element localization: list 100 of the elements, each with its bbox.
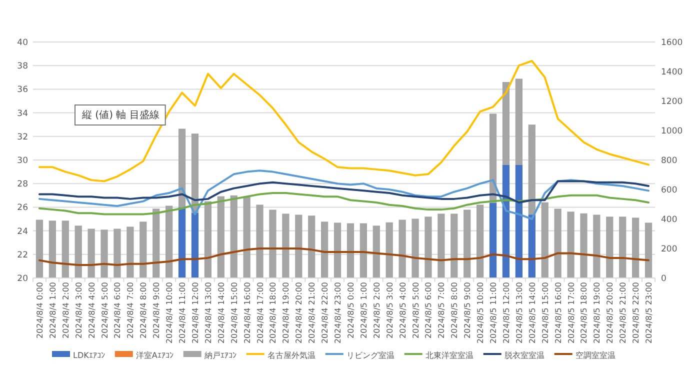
bar — [126, 226, 134, 278]
bar — [438, 214, 445, 278]
bar — [178, 128, 186, 208]
x-tick-label: 2024/8/4 6:00 — [113, 282, 122, 338]
legend-label: LDKｴｱｺﾝ — [73, 351, 105, 360]
x-tick-label: 2024/8/4 15:00 — [230, 282, 239, 344]
x-tick-label: 2024/8/5 16:00 — [554, 282, 563, 344]
bar — [74, 226, 82, 278]
x-tick-label: 2024/8/5 22:00 — [632, 282, 641, 344]
bar — [372, 226, 380, 278]
bar — [152, 208, 160, 278]
x-tick-label: 2024/8/4 8:00 — [139, 282, 148, 338]
bar — [528, 214, 536, 278]
x-tick-label: 2024/8/5 17:00 — [566, 282, 576, 344]
bar — [230, 195, 238, 278]
x-tick-label: 2024/8/5 15:00 — [540, 282, 550, 344]
x-tick-label: 2024/8/4 3:00 — [74, 282, 84, 338]
y-tick-label: 22 — [17, 250, 28, 260]
bar — [502, 164, 510, 278]
x-tick-label: 2024/8/5 10:00 — [476, 282, 486, 344]
x-tick-label: 2024/8/4 11:00 — [178, 282, 188, 344]
x-tick-label: 2024/8/5 20:00 — [606, 282, 615, 344]
bar — [464, 210, 471, 278]
x-tick-label: 2024/8/4 19:00 — [282, 282, 291, 344]
x-tick-label: 2024/8/5 23:00 — [644, 282, 654, 344]
bar — [632, 218, 640, 278]
y-tick-label: 36 — [17, 85, 28, 96]
legend-label: 空調室室温 — [575, 351, 616, 360]
legend-label: 納戸ｴｱｺﾝ — [204, 351, 236, 360]
x-tick-label: 2024/8/4 12:00 — [190, 282, 200, 344]
bar — [515, 78, 522, 165]
y-tick-label: 38 — [17, 62, 28, 72]
bar — [360, 223, 367, 278]
bar — [502, 82, 510, 165]
x-tick-label: 2024/8/4 7:00 — [126, 282, 136, 338]
bar — [593, 214, 600, 278]
bar — [515, 164, 522, 278]
x-tick-label: 2024/8/4 10:00 — [165, 282, 174, 344]
x-tick-label: 2024/8/4 0:00 — [35, 282, 44, 338]
x-tick-label: 2024/8/4 23:00 — [334, 282, 343, 344]
line-series — [38, 60, 650, 182]
x-tick-label: 2024/8/4 2:00 — [61, 282, 70, 338]
bar — [567, 212, 574, 278]
x-tick-label: 2024/8/5 13:00 — [514, 282, 524, 344]
x-tick-label: 2024/8/5 1:00 — [359, 282, 368, 338]
bar — [424, 216, 432, 278]
bar — [476, 204, 484, 278]
bar — [217, 196, 224, 278]
bar — [321, 222, 328, 278]
line-series — [38, 248, 650, 266]
y2-tick-label: 1000 — [661, 126, 683, 136]
bar — [398, 220, 406, 278]
bar — [166, 206, 173, 278]
x-tick-label: 2024/8/4 18:00 — [268, 282, 278, 344]
x-tick-label: 2024/8/5 8:00 — [450, 282, 460, 338]
y2-tick-label: 200 — [661, 244, 678, 254]
legend-label: 洋室Aｴｱｺﾝ — [136, 351, 174, 360]
x-tick-label: 2024/8/5 21:00 — [618, 282, 628, 344]
bar — [412, 218, 419, 278]
bar — [554, 208, 562, 278]
x-tick-label: 2024/8/4 20:00 — [294, 282, 304, 344]
legend-label: 名古屋外気温 — [267, 351, 316, 360]
x-tick-label: 2024/8/4 21:00 — [308, 282, 317, 344]
y2-tick-label: 1200 — [661, 97, 683, 107]
y-tick-label: 24 — [17, 226, 28, 237]
bar — [48, 220, 56, 278]
y2-tick-label: 400 — [661, 215, 678, 225]
x-tick-label: 2024/8/4 5:00 — [100, 282, 110, 338]
bar — [243, 196, 250, 278]
bar — [489, 114, 497, 203]
bar — [100, 230, 108, 278]
bar — [644, 222, 652, 278]
x-tick-label: 2024/8/5 5:00 — [411, 282, 420, 338]
bar — [88, 228, 95, 278]
bar — [36, 220, 44, 278]
x-tick-label: 2024/8/4 17:00 — [256, 282, 265, 344]
x-tick-label: 2024/8/5 14:00 — [528, 282, 537, 344]
x-tick-label: 2024/8/5 4:00 — [398, 282, 408, 338]
x-tick-label: 2024/8/4 9:00 — [152, 282, 162, 338]
y-tick-label: 40 — [17, 38, 28, 48]
x-tick-label: 2024/8/4 16:00 — [242, 282, 252, 344]
y-tick-label: 34 — [17, 108, 28, 119]
y-tick-label: 26 — [17, 203, 28, 214]
x-tick-label: 2024/8/5 18:00 — [580, 282, 589, 344]
bar — [489, 202, 497, 278]
bar — [295, 214, 302, 278]
x-tick-label: 2024/8/5 11:00 — [489, 282, 498, 344]
x-tick-label: 2024/8/5 2:00 — [372, 282, 382, 338]
y2-tick-label: 1400 — [661, 68, 683, 78]
bar — [450, 214, 458, 278]
bar — [178, 207, 186, 278]
legend-label: 北東洋室室温 — [425, 351, 474, 360]
x-tick-label: 2024/8/5 19:00 — [592, 282, 602, 344]
bar — [580, 213, 588, 278]
y2-tick-label: 600 — [661, 186, 678, 196]
bar — [204, 201, 212, 278]
x-tick-label: 2024/8/5 0:00 — [346, 282, 356, 338]
y-tick-label: 32 — [17, 132, 28, 142]
x-tick-label: 2024/8/5 9:00 — [463, 282, 472, 338]
bar — [256, 204, 264, 278]
